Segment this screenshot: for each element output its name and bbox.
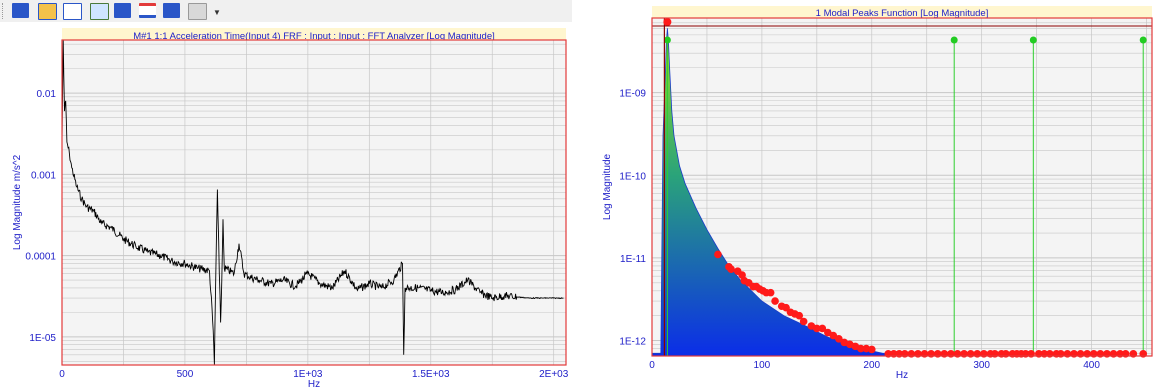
peak-point [727,265,735,273]
chart-title: 1 Modal Peaks Function [Log Magnitude] [816,8,989,19]
y-axis-label: Log Magnitude m/s^2 [12,154,23,250]
frf-trace [61,39,564,366]
peak-point [829,331,838,340]
y-tick-label: 1E-09 [619,89,646,100]
title-bar [652,6,1152,18]
plot-toolbar: ▼ [0,0,572,22]
modal-peaks-panel: 1 Modal Peaks Function [Log Magnitude] 0 1… [596,0,1158,387]
peak-point [813,324,821,333]
main-peak-point [663,18,672,26]
plot-options-icon[interactable] [188,3,207,20]
title-bar [62,28,566,41]
plot-area [62,40,566,365]
chart-title: M#1 1:1 Acceleration Time(Input 4) FRF :… [133,31,495,42]
plot-border [61,39,567,366]
peak-marker-dot [1029,36,1037,44]
peak-point [799,317,808,326]
lines-view-icon[interactable] [139,3,156,18]
x-tick-label: 2E+03 [539,369,569,380]
y-tick-label: 1E-11 [620,254,646,265]
y-tick-label: 0.001 [31,170,56,181]
peak-marker-dot [1139,36,1147,44]
x-tick-label: 300 [973,360,990,371]
y-tick-label: 1E-10 [619,171,646,182]
peak-point [867,345,876,354]
list-view-icon[interactable] [90,3,109,20]
peak-point [714,250,722,259]
y-tick-label: 1E-05 [29,333,56,344]
peak-marker-dot [950,36,958,44]
stack-view-icon[interactable] [63,3,82,20]
peak-point [771,297,779,305]
overlay-view-icon[interactable] [38,3,57,20]
frf-chart-svg: M#1 1:1 Acceleration Time(Input 4) FRF :… [12,28,569,387]
magnitude-view-icon[interactable] [12,3,29,18]
toolbar-dropdown-icon[interactable]: ▼ [213,8,221,17]
y-tick-label: 0.01 [37,89,57,100]
peak-point [856,344,865,353]
data-view-icon[interactable] [163,3,180,18]
x-tick-label: 1E+03 [293,369,323,380]
peak-point [835,334,843,343]
modal-peaks-chart-svg: 1 Modal Peaks Function [Log Magnitude] 0 1… [602,6,1153,381]
peak-point [795,311,804,320]
y-axis-label: Log Magnitude [602,153,613,220]
x-tick-label: 0 [59,369,65,380]
peak-point [818,324,827,333]
peak-marker-dot [663,36,671,44]
x-tick-label: 200 [863,360,880,371]
x-tick-label: 400 [1083,360,1100,371]
peak-point [766,288,775,297]
x-tick-label: 500 [177,369,194,380]
y-tick-label: 0.0001 [25,252,56,263]
frf-plot-panel: ▼ M#1 1:1 Acceleration Time(Input 4) FRF… [0,0,572,387]
x-axis-label: Hz [308,379,320,387]
plot-border [651,17,1153,357]
x-axis-label: Hz [896,370,908,381]
peak-view-icon[interactable] [114,3,131,18]
toolbar-grip[interactable] [2,3,6,19]
y-tick-label: 1E-12 [619,337,646,348]
x-tick-label: 100 [754,360,771,371]
x-tick-label: 1.5E+03 [412,369,450,380]
x-tick-label: 0 [649,360,655,371]
